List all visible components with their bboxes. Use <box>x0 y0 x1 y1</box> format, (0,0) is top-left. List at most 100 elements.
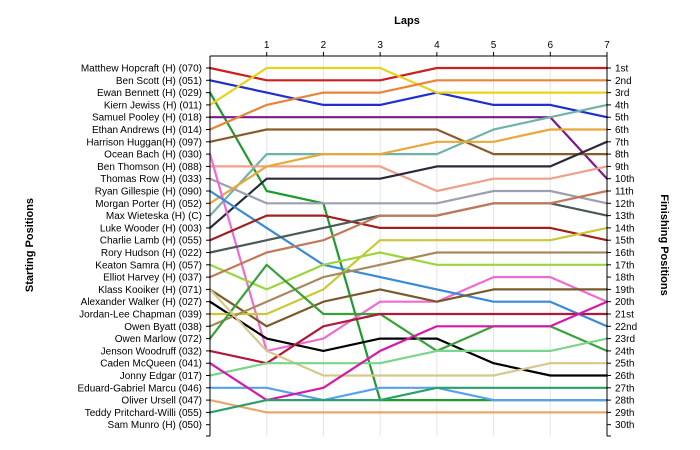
starting-position-label: Jordan-Lee Chapman (039) <box>79 310 202 321</box>
starting-position-label: Jonny Edgar (017) <box>120 371 202 382</box>
finishing-position-label: 1st <box>615 64 629 75</box>
starting-position-label: Rory Hudson (H) (022) <box>101 248 202 259</box>
starting-position-label: Ewan Bennett (H) (029) <box>97 88 202 99</box>
starting-position-label: Kiern Jewiss (H) (011) <box>104 100 202 111</box>
finishing-position-label: 27th <box>615 383 634 394</box>
y-axis-label-right: Finishing Positions <box>658 194 670 295</box>
lap-tick-label: 3 <box>377 40 383 51</box>
position-line-11 <box>208 177 609 205</box>
finishing-position-label: 10th <box>615 174 634 185</box>
position-line-29 <box>208 399 609 414</box>
position-line-30 <box>208 386 609 414</box>
starting-position-label: Elliot Harvey (H) (037) <box>103 273 202 284</box>
position-line-28 <box>208 300 609 402</box>
starting-position-label: Harrison Huggan(H) (097) <box>86 137 202 148</box>
finishing-position-label: 12th <box>615 199 634 210</box>
finishing-position-label: 15th <box>615 236 634 247</box>
starting-position-label: Teddy Pritchard-Willi (055) <box>85 408 202 419</box>
finishing-position-label: 25th <box>615 359 634 370</box>
position-line-24 <box>208 312 609 365</box>
finishing-position-label: 26th <box>615 371 634 382</box>
starting-position-label: Eduard-Gabriel Marcu (046) <box>78 383 203 394</box>
position-line-9 <box>208 165 609 193</box>
starting-position-label: Owen Marlow (072) <box>115 334 202 345</box>
finishing-position-label: 18th <box>615 273 634 284</box>
finishing-position-label: 17th <box>615 260 634 271</box>
position-line-6 <box>208 79 609 131</box>
finishing-position-label: 13th <box>615 211 634 222</box>
finishing-position-label: 24th <box>615 346 634 357</box>
position-line-27 <box>208 386 609 402</box>
chart-title: Laps <box>394 15 420 27</box>
position-line-2 <box>208 79 609 119</box>
finishing-position-label: 6th <box>615 125 629 136</box>
finishing-position-label: 16th <box>615 248 634 259</box>
lap-tick-label: 1 <box>264 40 270 51</box>
starting-position-label: Luke Wooder (H) (003) <box>100 223 202 234</box>
finishing-position-label: 5th <box>615 113 629 124</box>
starting-position-label: Klass Kooiker (H) (071) <box>98 285 202 296</box>
position-line-14 <box>208 189 609 328</box>
finishing-position-label: 8th <box>615 150 629 161</box>
finishing-position-label: 4th <box>615 100 629 111</box>
starting-position-label: Matthew Hopcraft (H) (070) <box>81 64 202 75</box>
finishing-position-label: 7th <box>615 137 629 148</box>
starting-position-label: Ben Thomson (H) (088) <box>97 162 202 173</box>
starting-position-label: Ryan Gillespie (H) (090) <box>95 187 202 198</box>
finishing-position-label: 30th <box>615 420 634 431</box>
starting-position-label: Morgan Porter (H) (052) <box>95 199 202 210</box>
starting-position-label: Ben Scott (H) (051) <box>116 76 202 87</box>
starting-position-label: Charlie Lamb (H) (055) <box>100 236 202 247</box>
position-line-7 <box>208 128 609 156</box>
starting-position-label: Ocean Bach (H) (030) <box>104 150 202 161</box>
axis-labels: 1 2 3 4 5 6 7 Matthew Hopcraft (H) (070)Ben Sco… <box>78 40 638 431</box>
finishing-position-label: 11th <box>615 187 634 198</box>
starting-position-label: Ethan Andrews (H) (014) <box>92 125 202 136</box>
lap-tick-label: 4 <box>434 40 440 51</box>
position-line-13 <box>208 153 609 352</box>
position-line-4 <box>208 66 609 107</box>
position-line-18 <box>208 189 609 279</box>
starting-position-label: Owen Byatt (038) <box>124 322 202 333</box>
position-line-15 <box>208 214 609 242</box>
finishing-position-label: 19th <box>615 285 634 296</box>
starting-position-label: Jenson Woodruff (032) <box>101 346 202 357</box>
lap-tick-label: 7 <box>604 40 610 51</box>
finishing-position-label: 21st <box>615 310 634 321</box>
finishing-position-label: 20th <box>615 297 634 308</box>
position-line-8 <box>208 103 609 217</box>
position-line-10 <box>208 140 609 229</box>
axes <box>206 52 611 437</box>
grid <box>266 56 608 436</box>
position-line-22 <box>208 251 609 328</box>
position-line-1 <box>208 66 609 82</box>
series-lines <box>208 66 609 414</box>
lap-tick-label: 2 <box>321 40 327 51</box>
finishing-position-label: 28th <box>615 396 634 407</box>
finishing-position-label: 22nd <box>615 322 637 333</box>
position-line-19 <box>208 288 609 328</box>
lap-tick-label: 6 <box>548 40 554 51</box>
starting-position-label: Max Wieteska (H) (C) <box>106 211 202 222</box>
lap-tick-label: 5 <box>491 40 497 51</box>
finishing-position-label: 9th <box>615 162 629 173</box>
starting-position-label: Keaton Samra (H) (057) <box>95 260 202 271</box>
position-line-26 <box>208 337 609 377</box>
position-line-12 <box>208 128 609 205</box>
finishing-position-label: 29th <box>615 408 634 419</box>
position-line-25 <box>208 288 609 377</box>
position-line-21 <box>208 226 609 316</box>
finishing-position-label: 14th <box>615 223 634 234</box>
finishing-position-label: 23rd <box>615 334 635 345</box>
starting-position-label: Sam Munro (H) (050) <box>108 420 202 431</box>
finishing-position-label: 3rd <box>615 88 629 99</box>
position-line-5 <box>208 116 609 180</box>
starting-position-label: Oliver Ursell (047) <box>121 396 202 407</box>
starting-position-label: Samuel Pooley (H) (018) <box>92 113 202 124</box>
starting-position-label: Thomas Row (H) (033) <box>100 174 202 185</box>
starting-position-label: Alexander Walker (H) (027) <box>81 297 202 308</box>
y-axis-label-left: Starting Positions <box>24 198 36 292</box>
starting-position-label: Caden McQueen (041) <box>100 359 202 370</box>
position-line-3 <box>208 91 609 402</box>
